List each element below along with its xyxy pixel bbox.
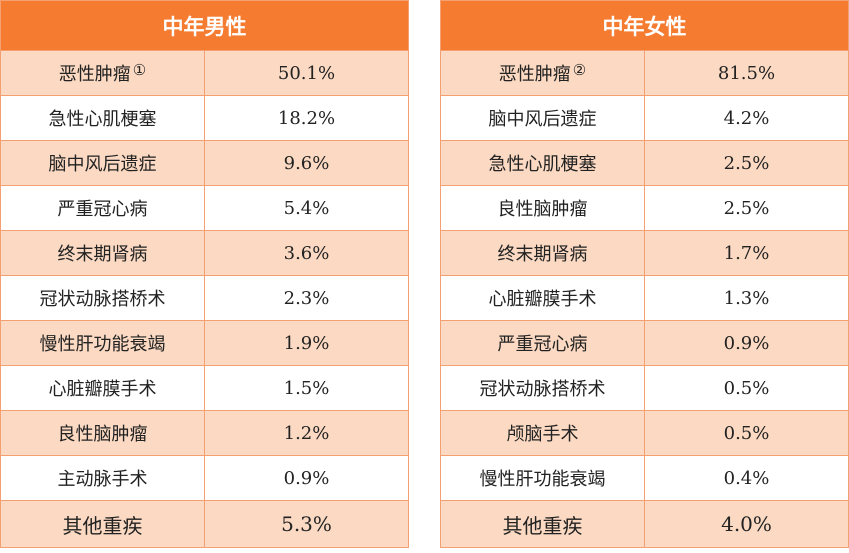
percentage-cell: 4.0% [644,500,849,548]
percentage-cell: 5.4% [204,185,409,231]
illness-name-cell: 脑中风后遗症 [0,140,205,186]
illness-name-cell: 其他重疾 [0,500,205,548]
illness-name-cell: 心脏瓣膜手术 [440,275,645,321]
table-row: 颅脑手术 0.5% [440,410,849,456]
illness-name: 心脏瓣膜手术 [48,379,157,400]
illness-name-cell: 良性脑肿瘤 [440,185,645,231]
illness-name-cell: 严重冠心病 [440,320,645,366]
percentage-cell: 9.6% [204,140,409,186]
percentage-cell: 2.5% [644,140,849,186]
percentage-cell: 0.5% [644,410,849,456]
percentage-cell: 2.3% [204,275,409,321]
percentage-cell: 1.3% [644,275,849,321]
table-row: 严重冠心病 5.4% [0,185,409,231]
illness-name-cell: 恶性肿瘤 ① [0,50,205,96]
illness-name: 心脏瓣膜手术 [488,289,597,310]
percentage-cell: 1.9% [204,320,409,366]
illness-name: 冠状动脉搭桥术 [479,379,606,400]
illness-name: 其他重疾 [502,513,583,538]
female-illness-table: 中年女性 恶性肿瘤 ② 81.5% 脑中风后遗症 4.2% 急性心肌梗塞 2.5% 良性脑肿瘤… [440,0,849,548]
percentage-cell: 0.5% [644,365,849,411]
percentage-cell: 0.4% [644,455,849,501]
percentage-cell: 1.2% [204,410,409,456]
illness-name-cell: 脑中风后遗症 [440,95,645,141]
illness-name-cell: 严重冠心病 [0,185,205,231]
female-table-title: 中年女性 [440,0,849,51]
table-row: 脑中风后遗症 4.2% [440,95,849,141]
illness-name-cell: 冠状动脉搭桥术 [0,275,205,321]
illness-name-cell: 慢性肝功能衰竭 [440,455,645,501]
table-row: 心脏瓣膜手术 1.5% [0,365,409,411]
illness-name: 脑中风后遗症 [488,109,597,130]
percentage-cell: 1.5% [204,365,409,411]
table-row: 冠状动脉搭桥术 2.3% [0,275,409,321]
illness-name-cell: 主动脉手术 [0,455,205,501]
illness-name-cell: 急性心肌梗塞 [0,95,205,141]
illness-name: 其他重疾 [62,513,143,538]
percentage-cell: 3.6% [204,230,409,276]
illness-name: 恶性肿瘤 [498,64,571,85]
table-row: 冠状动脉搭桥术 0.5% [440,365,849,411]
table-row: 其他重疾 5.3% [0,500,409,548]
illness-name-cell: 恶性肿瘤 ② [440,50,645,96]
illness-name: 慢性肝功能衰竭 [39,334,166,355]
table-row: 脑中风后遗症 9.6% [0,140,409,186]
table-row: 主动脉手术 0.9% [0,455,409,501]
percentage-cell: 5.3% [204,500,409,548]
illness-name: 脑中风后遗症 [48,154,157,175]
illness-name-cell: 良性脑肿瘤 [0,410,205,456]
illness-name: 恶性肿瘤 [58,64,131,85]
illness-name: 急性心肌梗塞 [48,109,157,130]
percentage-cell: 81.5% [644,50,849,96]
table-row: 恶性肿瘤 ② 81.5% [440,50,849,96]
illness-name: 慢性肝功能衰竭 [479,469,606,490]
illness-name: 终末期肾病 [57,244,148,265]
percentage-cell: 18.2% [204,95,409,141]
illness-name-cell: 终末期肾病 [0,230,205,276]
illness-name: 严重冠心病 [57,199,148,220]
table-row: 心脏瓣膜手术 1.3% [440,275,849,321]
illness-name-cell: 终末期肾病 [440,230,645,276]
male-table-title: 中年男性 [0,0,409,51]
illness-name-cell: 冠状动脉搭桥术 [440,365,645,411]
table-row: 良性脑肿瘤 1.2% [0,410,409,456]
percentage-cell: 4.2% [644,95,849,141]
table-row: 严重冠心病 0.9% [440,320,849,366]
illness-name: 主动脉手术 [57,469,148,490]
table-row: 其他重疾 4.0% [440,500,849,548]
footnote-marker: ① [132,61,147,79]
illness-name: 严重冠心病 [497,334,588,355]
percentage-cell: 2.5% [644,185,849,231]
illness-name: 颅脑手术 [506,424,579,445]
illness-name-cell: 其他重疾 [440,500,645,548]
illness-name-cell: 颅脑手术 [440,410,645,456]
table-row: 恶性肿瘤 ① 50.1% [0,50,409,96]
table-row: 终末期肾病 3.6% [0,230,409,276]
percentage-cell: 0.9% [204,455,409,501]
table-row: 急性心肌梗塞 18.2% [0,95,409,141]
illness-name: 冠状动脉搭桥术 [39,289,166,310]
male-illness-table: 中年男性 恶性肿瘤 ① 50.1% 急性心肌梗塞 18.2% 脑中风后遗症 9.6% 严重冠心… [0,0,409,548]
table-row: 急性心肌梗塞 2.5% [440,140,849,186]
table-row: 终末期肾病 1.7% [440,230,849,276]
percentage-cell: 1.7% [644,230,849,276]
percentage-cell: 0.9% [644,320,849,366]
footnote-marker: ② [572,61,587,79]
percentage-cell: 50.1% [204,50,409,96]
illness-name: 急性心肌梗塞 [488,154,597,175]
illness-name-cell: 慢性肝功能衰竭 [0,320,205,366]
table-row: 良性脑肿瘤 2.5% [440,185,849,231]
illness-name: 终末期肾病 [497,244,588,265]
illness-name-cell: 心脏瓣膜手术 [0,365,205,411]
illness-name: 良性脑肿瘤 [497,199,588,220]
table-row: 慢性肝功能衰竭 0.4% [440,455,849,501]
table-row: 慢性肝功能衰竭 1.9% [0,320,409,366]
illness-name-cell: 急性心肌梗塞 [440,140,645,186]
illness-name: 良性脑肿瘤 [57,424,148,445]
